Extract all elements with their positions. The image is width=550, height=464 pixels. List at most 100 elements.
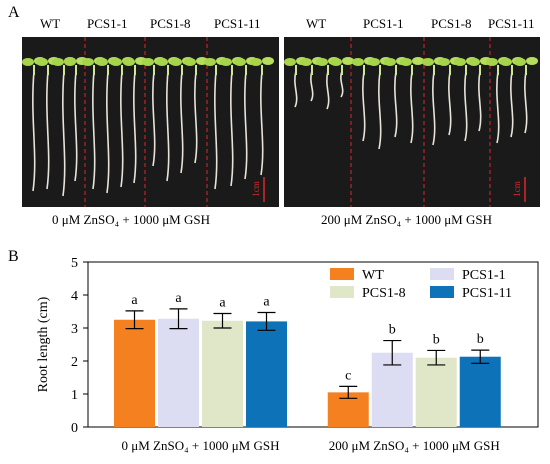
seedling-root xyxy=(133,70,137,184)
seedling-photo-right-drawing: 1cm xyxy=(284,37,540,207)
seedling-root xyxy=(194,70,198,164)
category-label: 0 μM ZnSO₄ + 1000 μM GSH xyxy=(122,438,280,453)
seedling-root xyxy=(362,70,366,142)
seedling-root xyxy=(230,70,234,187)
seedling-root xyxy=(410,70,414,144)
seedling-leaf xyxy=(454,58,466,66)
legend-label: PCS1-1 xyxy=(462,268,506,283)
seedling-leaf xyxy=(96,58,108,66)
bar xyxy=(415,357,457,427)
y-tick-label: 5 xyxy=(71,256,78,271)
genotype-label: PCS1-1 xyxy=(363,16,404,31)
seedling-leaf xyxy=(142,58,154,66)
genotype-label: PCS1-1 xyxy=(87,16,128,31)
seedling-root xyxy=(92,70,96,190)
seedling-root xyxy=(214,70,218,190)
seedling-root xyxy=(432,70,436,146)
plot-frame xyxy=(87,261,539,428)
seedling-root xyxy=(448,70,452,136)
seedling-leaf xyxy=(400,58,412,66)
seedling-leaf xyxy=(64,58,76,66)
condition-label-right: 200 μM ZnSO₄ + 1000 μM GSH xyxy=(321,212,492,227)
bar xyxy=(202,320,243,427)
seedling-leaf xyxy=(352,58,364,66)
seedling-root xyxy=(510,70,514,138)
genotype-label: PCS1-8 xyxy=(431,16,472,31)
seedling-leaf xyxy=(342,57,354,65)
seedling-leaf xyxy=(330,58,342,66)
seedling-root xyxy=(394,70,398,138)
seedling-leaf xyxy=(220,58,232,66)
genotype-label: PCS1-8 xyxy=(150,16,191,31)
condition-label-left: 0 μM ZnSO₄ + 1000 μM GSH xyxy=(52,212,210,227)
seedling-leaf xyxy=(412,57,424,65)
seedling-leaf xyxy=(22,58,34,66)
seedling-root xyxy=(524,70,528,134)
scale-bar-label: 1cm xyxy=(251,181,261,197)
significance-letter: c xyxy=(345,368,351,383)
legend-label: PCS1-11 xyxy=(462,286,512,301)
seedling-leaf xyxy=(250,58,262,66)
seedling-leaf xyxy=(234,58,246,66)
bar xyxy=(158,318,199,427)
seedling-leaf xyxy=(184,58,196,66)
seedling-leaf xyxy=(284,58,296,66)
seedling-root xyxy=(260,70,264,176)
panel-a-letter: A xyxy=(8,4,20,21)
seedling-leaf xyxy=(170,58,182,66)
scale-bar: 1cm xyxy=(512,177,526,202)
y-tick-label: 1 xyxy=(71,388,78,403)
seedling-root xyxy=(46,70,50,190)
seedling-leaf xyxy=(468,58,480,66)
panel-b-letter: B xyxy=(8,248,19,265)
significance-letter: b xyxy=(389,323,396,338)
seedling-leaf xyxy=(300,58,312,66)
seedling-leaf xyxy=(204,58,216,66)
y-tick-label: 3 xyxy=(71,322,78,337)
significance-letter: b xyxy=(433,332,440,347)
seedling-leaf xyxy=(52,58,64,66)
root-length-chart: 0 1 2 3 4 5 Root length (cm) a a a a 0 μM ZnSO₄ + 1… xyxy=(36,256,539,453)
genotype-label: WT xyxy=(40,16,61,31)
bar xyxy=(246,321,287,427)
bar xyxy=(114,319,155,427)
significance-letter: b xyxy=(477,332,484,347)
significance-letter: a xyxy=(263,294,270,309)
seedling-leaf xyxy=(123,58,135,66)
seedling-root xyxy=(478,70,482,132)
legend-swatch xyxy=(430,268,454,280)
legend-swatch xyxy=(430,286,454,298)
genotype-label: WT xyxy=(306,16,327,31)
seedling-leaf xyxy=(82,58,94,66)
seedling-leaf xyxy=(514,58,526,66)
seedling-leaf xyxy=(156,58,168,66)
seedling-leaf xyxy=(438,58,450,66)
y-tick-label: 2 xyxy=(71,355,78,370)
seedling-leaf xyxy=(422,58,434,66)
significance-letter: a xyxy=(219,295,226,310)
scale-bar: 1cm xyxy=(251,177,265,202)
legend-label: PCS1-8 xyxy=(362,286,406,301)
seedling-leaf xyxy=(368,58,380,66)
seedling-root xyxy=(152,70,156,167)
seedling-root xyxy=(32,70,36,192)
seedling-root xyxy=(120,70,124,188)
seedling-root xyxy=(496,70,500,144)
seedling-leaf xyxy=(384,58,396,66)
seedling-root xyxy=(244,70,248,180)
significance-letter: a xyxy=(131,293,138,308)
genotype-label: PCS1-11 xyxy=(488,16,535,31)
seedling-root xyxy=(62,70,66,197)
seedling-leaf xyxy=(36,58,48,66)
seedling-leaf xyxy=(110,58,122,66)
genotype-label: PCS1-11 xyxy=(214,16,261,31)
scale-bar-label: 1cm xyxy=(512,181,522,197)
seedling-leaf xyxy=(316,58,328,66)
legend-swatch xyxy=(330,268,354,280)
seedling-leaf xyxy=(486,58,498,66)
seedling-root xyxy=(464,70,468,142)
y-axis-label: Root length (cm) xyxy=(36,296,51,392)
seedling-leaf xyxy=(500,58,512,66)
seedling-root xyxy=(166,70,170,182)
y-tick-label: 4 xyxy=(71,289,78,304)
